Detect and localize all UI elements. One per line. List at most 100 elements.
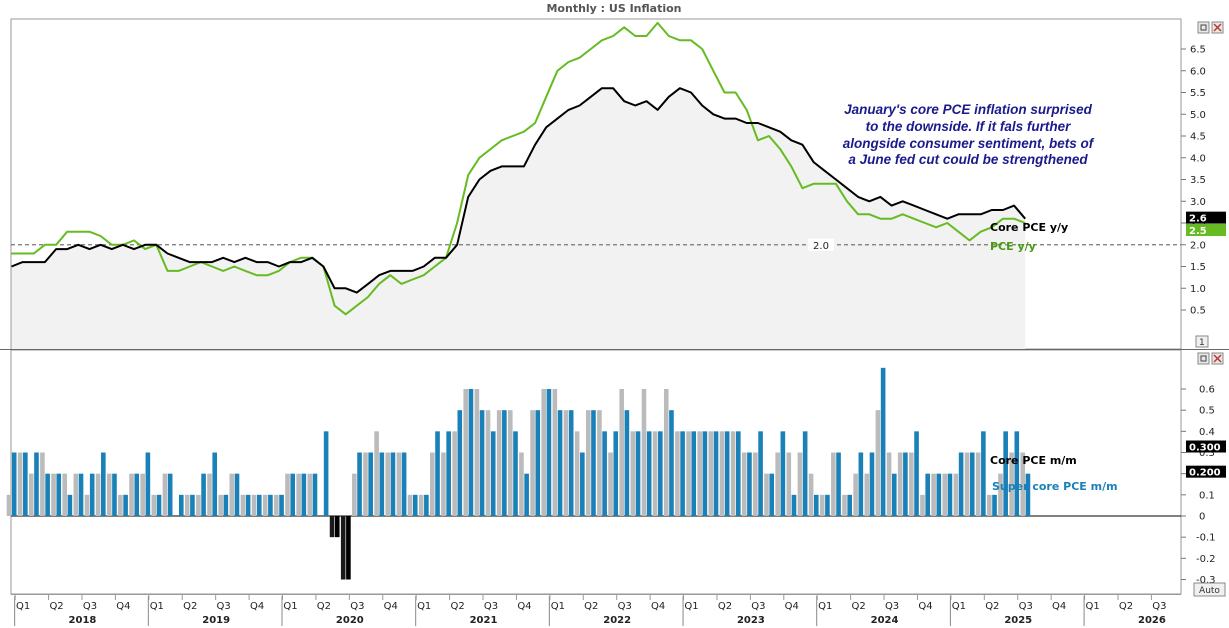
super-core-mm-bar	[646, 431, 652, 516]
super-core-mm-bar	[613, 431, 619, 516]
core-mm-bar	[118, 494, 123, 516]
super-core-mm-bar	[201, 473, 206, 516]
core-mm-bar	[1020, 452, 1026, 516]
core-mm-bar	[920, 494, 925, 516]
x-quarter-label: Q3	[83, 601, 97, 612]
core-mm-bar	[541, 389, 547, 516]
core-mm-bar	[352, 473, 357, 516]
bottom-y-tick-label: 0.6	[1199, 385, 1215, 396]
core-mm-bar	[296, 473, 301, 516]
x-quarter-label: Q1	[417, 601, 431, 612]
close-icon[interactable]	[1211, 352, 1224, 365]
mm-bars	[6, 367, 1031, 580]
core-mm-bar	[407, 494, 413, 516]
top-y-tick-label: 5.5	[1190, 88, 1206, 99]
core-mm-bar	[385, 452, 391, 516]
x-quarter-label: Q3	[1152, 601, 1166, 612]
core-mm-bar	[441, 452, 446, 516]
super-core-mm-bar	[925, 473, 930, 516]
super-core-mm-bar	[101, 452, 106, 516]
super-core-mm-bar	[11, 452, 17, 516]
x-year-label: 2026	[1138, 615, 1166, 626]
super-core-mm-bar	[290, 473, 295, 516]
x-quarter-label: Q1	[551, 601, 565, 612]
core-mm-bar	[730, 431, 736, 516]
super-core-mm-bar	[145, 452, 151, 516]
core-mm-bar	[240, 494, 246, 516]
core-mm-bar	[418, 494, 424, 516]
super-core-mm-bar	[78, 473, 84, 516]
x-quarter-label: Q2	[584, 601, 598, 612]
bottom-y-tick-label: 0.3	[1199, 448, 1215, 459]
core-mm-bar	[619, 389, 624, 516]
annotation-line-1: January's core PCE inflation surprised	[844, 102, 1093, 117]
core-mm-bar	[764, 473, 769, 516]
super-core-mm-bar	[602, 431, 607, 516]
super-core-mm-bar	[758, 431, 763, 516]
x-quarter-label: Q3	[885, 601, 899, 612]
core-mm-bar	[274, 494, 279, 516]
x-quarter-label: Q1	[1085, 601, 1099, 612]
x-year-label: 2023	[737, 615, 765, 626]
auto-scale-button[interactable]: Auto	[1193, 582, 1226, 597]
core-mm-bar	[964, 452, 970, 516]
bottom-y-tick-label: -0.2	[1196, 554, 1216, 565]
pane-index-box[interactable]: 1	[1195, 335, 1209, 348]
super-core-mm-bar	[23, 452, 28, 516]
x-year-label: 2018	[69, 615, 97, 626]
top-y-tick-label: 2.0	[1190, 240, 1206, 251]
x-quarter-label: Q1	[283, 601, 297, 612]
core-mm-bar	[218, 494, 223, 516]
core-mm-bar	[485, 410, 491, 516]
badge-pce-yy: 2.5	[1186, 224, 1226, 237]
maximize-icon[interactable]	[1197, 21, 1210, 34]
core-mm-bar	[808, 473, 814, 516]
x-quarter-label: Q1	[150, 601, 164, 612]
super-core-mm-bar	[535, 410, 541, 516]
super-core-mm-bar	[624, 410, 630, 516]
badge-super-core-mm-value: 0.200	[1189, 468, 1221, 479]
x-quarter-label: Q3	[1019, 601, 1033, 612]
core-mm-bar	[875, 410, 881, 516]
core-mm-bar	[73, 473, 79, 516]
badge-super-core-mm-bg	[1186, 465, 1226, 478]
super-core-mm-bar	[557, 410, 563, 516]
annotation: January's core PCE inflation surprised t…	[843, 102, 1095, 167]
close-icon[interactable]	[1211, 21, 1224, 34]
core-mm-bar	[585, 410, 591, 516]
badge-core-mm: 0.300	[1186, 440, 1226, 454]
core-mm-bar	[697, 431, 702, 516]
maximize-icon[interactable]	[1197, 352, 1210, 365]
x-year-label: 2021	[470, 615, 498, 626]
legend-core-pce-yy: Core PCE y/y	[990, 221, 1068, 234]
super-core-mm-bar	[67, 494, 73, 516]
badge-super-core-mm: 0.200	[1186, 465, 1226, 479]
super-core-mm-bar	[992, 494, 997, 516]
super-core-mm-bar	[813, 494, 819, 516]
super-core-mm-bar	[981, 431, 986, 516]
super-core-mm-bar	[490, 431, 496, 516]
super-core-mm-bar	[256, 494, 262, 516]
core-mm-bar	[953, 473, 959, 516]
core-mm-bar	[474, 389, 480, 516]
core-mm-bar	[708, 431, 714, 516]
x-year-label: 2022	[603, 615, 631, 626]
bottom-y-tick-label: 0.1	[1199, 490, 1215, 501]
super-core-mm-bar	[346, 516, 351, 580]
core-mm-bar	[463, 389, 469, 516]
super-core-mm-bar	[223, 494, 229, 516]
super-core-mm-bar	[390, 452, 396, 516]
core-mm-bar	[396, 452, 402, 516]
core-mm-bar	[28, 473, 34, 516]
x-quarter-label: Q2	[183, 601, 197, 612]
super-core-mm-bar	[836, 452, 841, 516]
core-mm-bar	[207, 473, 212, 516]
core-mm-bar	[106, 473, 112, 516]
core-mm-bar	[608, 452, 613, 516]
bottom-pane-frame	[10, 349, 1182, 595]
x-quarter-label: Q4	[1052, 601, 1066, 612]
core-mm-bar	[998, 473, 1003, 516]
x-quarter-label: Q2	[852, 601, 866, 612]
x-quarter-label: Q3	[350, 601, 364, 612]
super-core-mm-bar	[279, 494, 284, 516]
